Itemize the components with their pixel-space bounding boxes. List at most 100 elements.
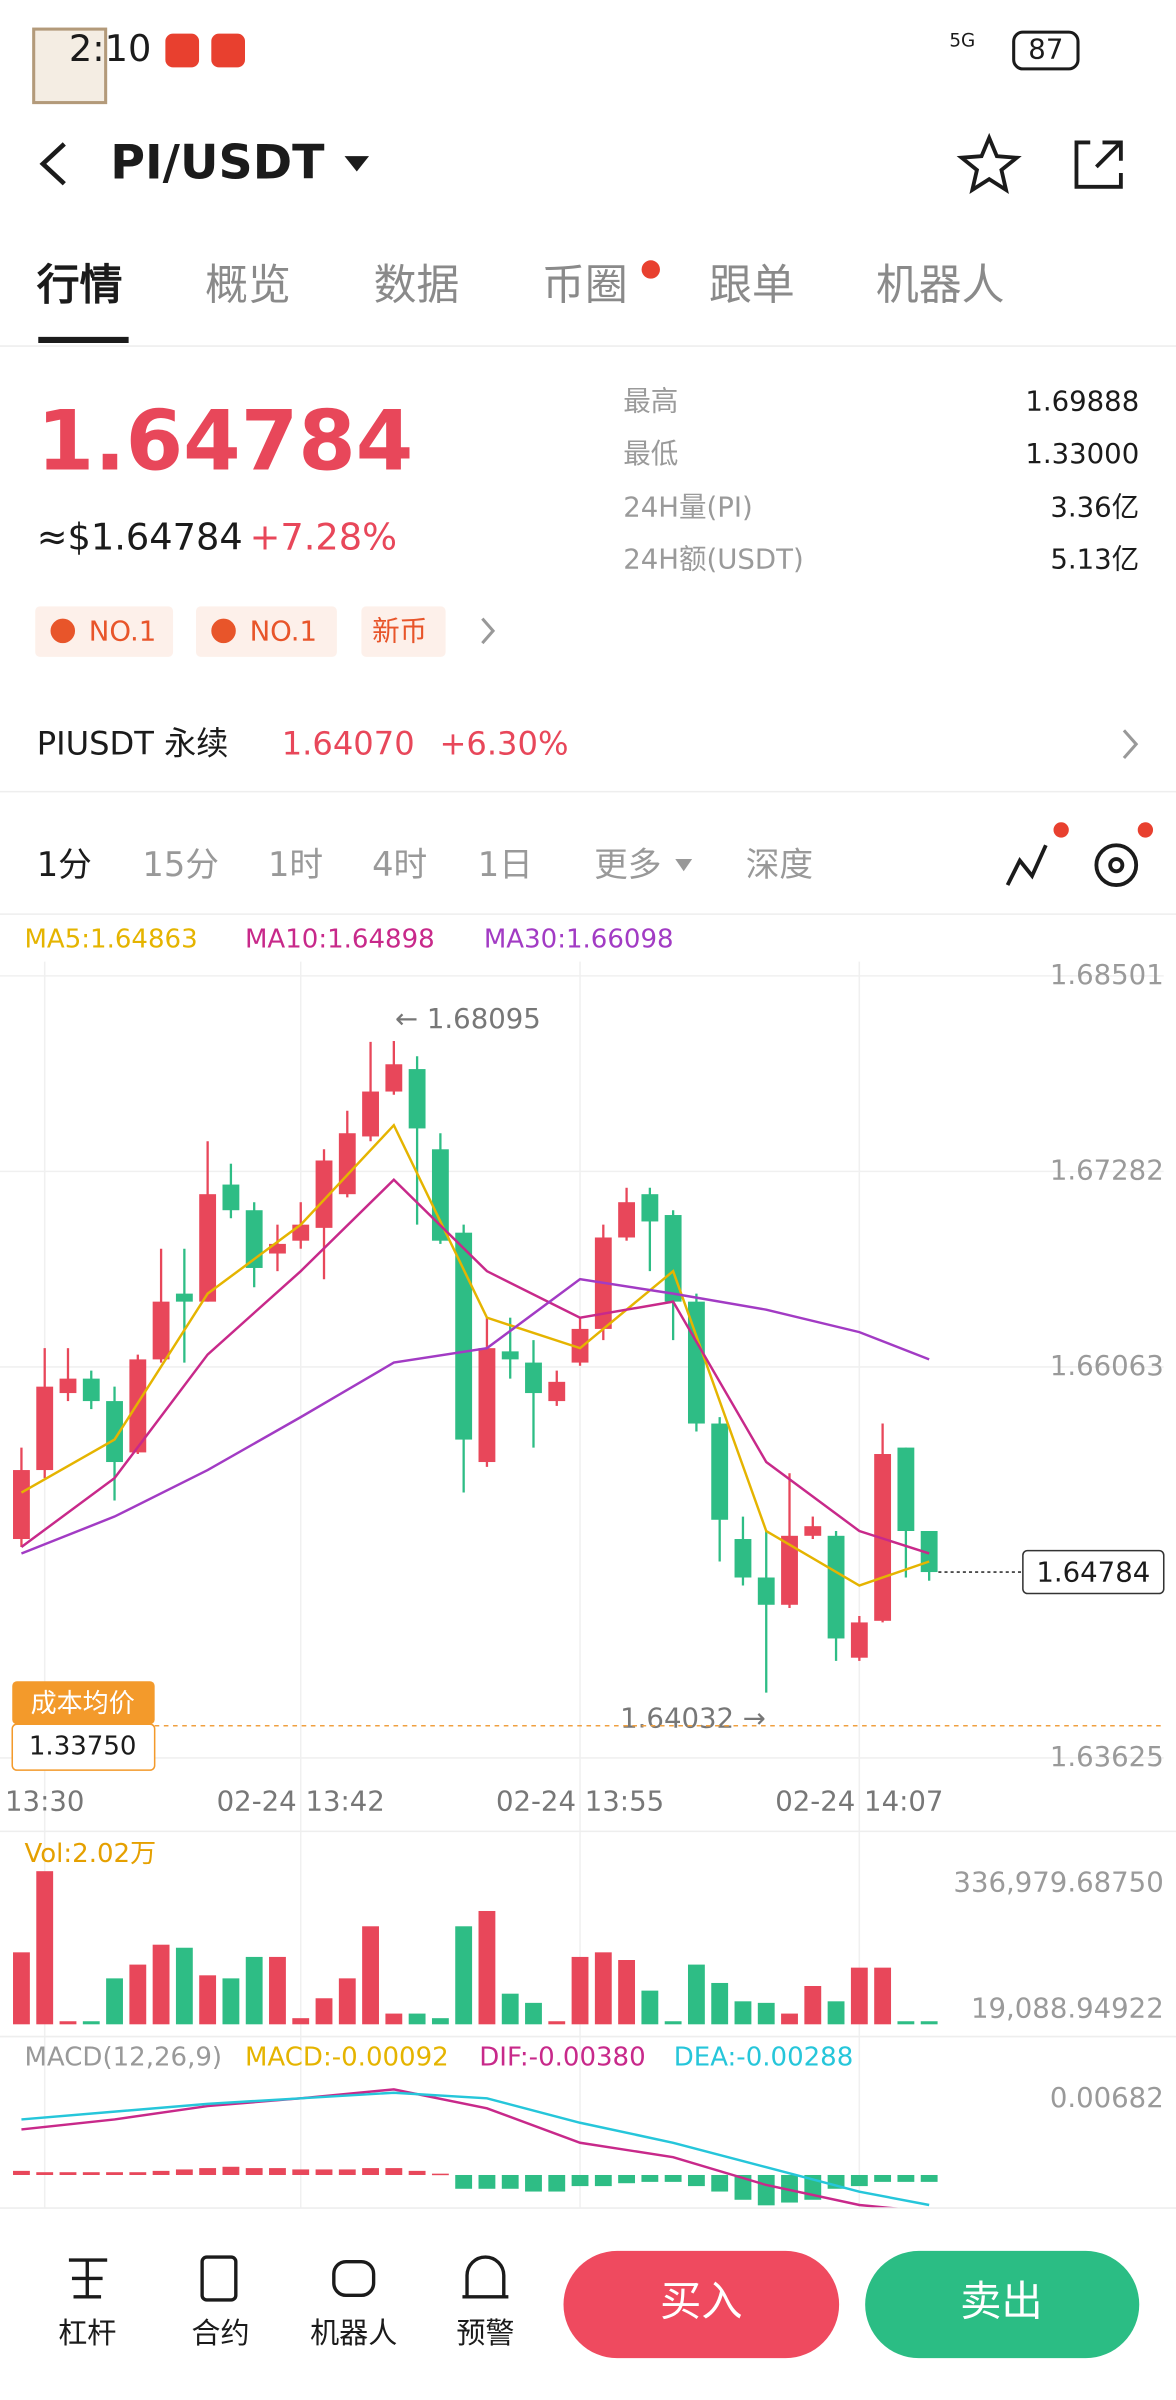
tab[interactable]: 跟单: [709, 260, 795, 310]
nav-label[interactable]: 机器人: [310, 2316, 397, 2350]
volume-bar: [594, 1952, 612, 2025]
interval[interactable]: 4时: [372, 845, 427, 884]
sell-button[interactable]: [865, 2250, 1140, 2359]
perp-change: +6.30%: [439, 725, 568, 763]
macd-bar: [757, 2174, 775, 2206]
macd-line: [21, 2091, 930, 2207]
volume-bar: [408, 2013, 426, 2025]
macd-bar: [152, 2170, 170, 2175]
sell-label[interactable]: 卖出: [960, 2278, 1043, 2326]
ma-legend: MA30:1.66098: [484, 925, 674, 955]
volume-bar: [431, 2018, 449, 2025]
back-button[interactable]: [39, 142, 66, 186]
interval[interactable]: 1分: [37, 845, 92, 884]
last-price: 1.64784: [37, 394, 414, 490]
volume-bar: [781, 2013, 798, 2025]
volume-bar: [571, 1956, 589, 2025]
volume-bar: [618, 1960, 636, 2025]
tab[interactable]: 行情: [37, 260, 123, 310]
volume-bar: [13, 1952, 30, 2025]
price-change: +7.28%: [250, 515, 397, 558]
candle-body: [106, 1401, 123, 1463]
candle-body: [292, 1224, 310, 1241]
candle-body: [827, 1535, 845, 1639]
badge-bg: [196, 606, 337, 657]
candle-body: [711, 1423, 729, 1520]
stat-value: 1.69888: [1025, 386, 1139, 418]
more-dropdown[interactable]: [675, 859, 693, 872]
volume-bar: [548, 2021, 566, 2025]
app-logo: [32, 27, 108, 105]
candle-body: [478, 1348, 496, 1463]
macd-legend: DEA:-0.00288: [674, 2042, 854, 2072]
macd-line: [21, 2088, 905, 2209]
tab[interactable]: 概览: [205, 260, 291, 310]
indicator-button[interactable]: [1005, 844, 1048, 886]
interval[interactable]: 深度: [746, 845, 813, 884]
badge-label: NO.1: [89, 615, 156, 647]
interval[interactable]: 更多: [594, 845, 661, 884]
more-arrow[interactable]: [481, 617, 496, 645]
volume-bar: [362, 1926, 379, 2025]
perp-name[interactable]: PIUSDT 永续: [37, 725, 229, 763]
candle-body: [850, 1622, 868, 1658]
macd-bar: [874, 2174, 892, 2182]
leverage-icon[interactable]: [68, 2258, 108, 2299]
pair-dropdown[interactable]: [344, 156, 370, 172]
favorite-button[interactable]: [956, 132, 1022, 194]
badge-icon: [211, 618, 236, 644]
macd-bar: [245, 2168, 263, 2175]
buy-button[interactable]: [563, 2250, 840, 2359]
interval[interactable]: 1时: [268, 845, 323, 884]
candle-body: [13, 1470, 30, 1540]
candle-body: [129, 1359, 147, 1453]
stat-label: 24H额(USDT): [623, 543, 804, 575]
stat-value: 5.13亿: [1050, 543, 1139, 575]
settings-button[interactable]: [1094, 843, 1139, 887]
volume-bar: [59, 2021, 77, 2025]
candle-body: [501, 1351, 519, 1360]
nav-label[interactable]: 合约: [191, 2316, 249, 2350]
nav-label[interactable]: 杠杆: [58, 2316, 116, 2350]
macd-bar: [455, 2174, 473, 2189]
robot-icon[interactable]: [332, 2259, 376, 2298]
ma-line: [20, 1277, 930, 1555]
macd-bar: [408, 2170, 426, 2175]
macd-bar: [36, 2172, 54, 2175]
macd-bar: [175, 2169, 193, 2175]
volume-bar: [455, 1926, 473, 2025]
share-button[interactable]: [1074, 140, 1123, 189]
y-tick-label: 1.68501: [1050, 959, 1164, 991]
tab[interactable]: 数据: [374, 260, 460, 310]
macd-bar: [362, 2168, 379, 2175]
stat-value: 3.36亿: [1050, 491, 1139, 523]
macd-bar: [82, 2172, 100, 2175]
candle-body: [525, 1362, 542, 1394]
nav-label[interactable]: 预警: [456, 2316, 514, 2350]
volume-bar: [338, 1978, 356, 2025]
pair-title[interactable]: PI/USDT: [110, 135, 325, 190]
macd-bar: [525, 2174, 542, 2192]
volume-bar: [292, 2018, 310, 2025]
tab[interactable]: 币圈: [542, 260, 628, 310]
candle-body: [455, 1232, 473, 1440]
perp-arrow[interactable]: [1122, 729, 1139, 759]
badge-dot: [1137, 822, 1154, 838]
buy-label[interactable]: 买入: [660, 2278, 743, 2326]
interval[interactable]: 1日: [478, 845, 533, 884]
candle-body: [618, 1202, 636, 1238]
tab[interactable]: 机器人: [876, 260, 1005, 310]
macd-bar: [199, 2168, 217, 2175]
cost-tag: [12, 1681, 155, 1725]
interval[interactable]: 15分: [142, 845, 219, 884]
macd-bar: [548, 2174, 566, 2192]
x-tick-label: 02-24 13:55: [496, 1785, 664, 1817]
last-price-label: 1.64784: [1036, 1557, 1150, 1589]
volume-bar: [175, 1947, 193, 2025]
macd-bar: [501, 2174, 519, 2189]
contract-icon[interactable]: [200, 2255, 238, 2302]
alert-icon[interactable]: [462, 2255, 509, 2299]
stat-value: 1.33000: [1025, 438, 1139, 470]
candle-body: [548, 1381, 566, 1402]
